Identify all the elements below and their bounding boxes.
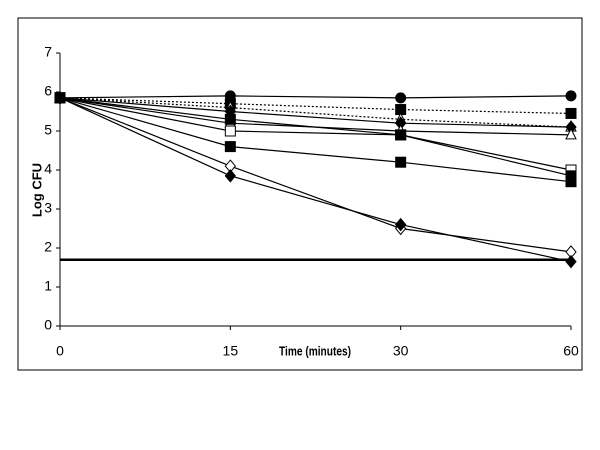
y-tick-label: 4	[44, 161, 52, 177]
series-line	[59, 97, 572, 128]
y-tick-label: 7	[44, 44, 52, 60]
series-line	[59, 97, 572, 183]
chart-frame	[17, 17, 583, 371]
series-line	[59, 97, 572, 171]
marker	[395, 156, 407, 168]
marker	[224, 169, 236, 183]
x-tick-label: 0	[56, 343, 64, 359]
y-tick-label: 5	[44, 122, 52, 138]
x-tick-label: 60	[563, 343, 579, 359]
series-line	[59, 97, 572, 263]
marker	[224, 141, 236, 153]
marker	[224, 113, 236, 125]
marker	[224, 125, 236, 137]
y-tick-label: 3	[44, 200, 52, 216]
marker	[54, 91, 66, 105]
y-tick-label: 0	[44, 317, 52, 333]
series-line	[59, 95, 572, 99]
y-tick-label: 2	[44, 239, 52, 255]
marker	[565, 127, 577, 140]
marker	[565, 90, 577, 102]
series-line	[59, 97, 572, 253]
marker	[395, 217, 407, 232]
marker	[565, 176, 577, 188]
series-line	[59, 97, 572, 115]
marker	[395, 129, 407, 141]
y-tick-label: 6	[44, 83, 52, 99]
x-tick-label: 30	[393, 343, 409, 359]
marker	[395, 92, 407, 104]
y-tick-label: 1	[44, 278, 52, 294]
x-tick-label: 15	[223, 343, 239, 359]
marker	[565, 107, 577, 119]
series-line	[59, 97, 572, 177]
y-axis-title: Log CFU	[29, 163, 44, 217]
x-axis-title: Time (minutes)	[279, 343, 351, 358]
series-line	[59, 97, 572, 128]
